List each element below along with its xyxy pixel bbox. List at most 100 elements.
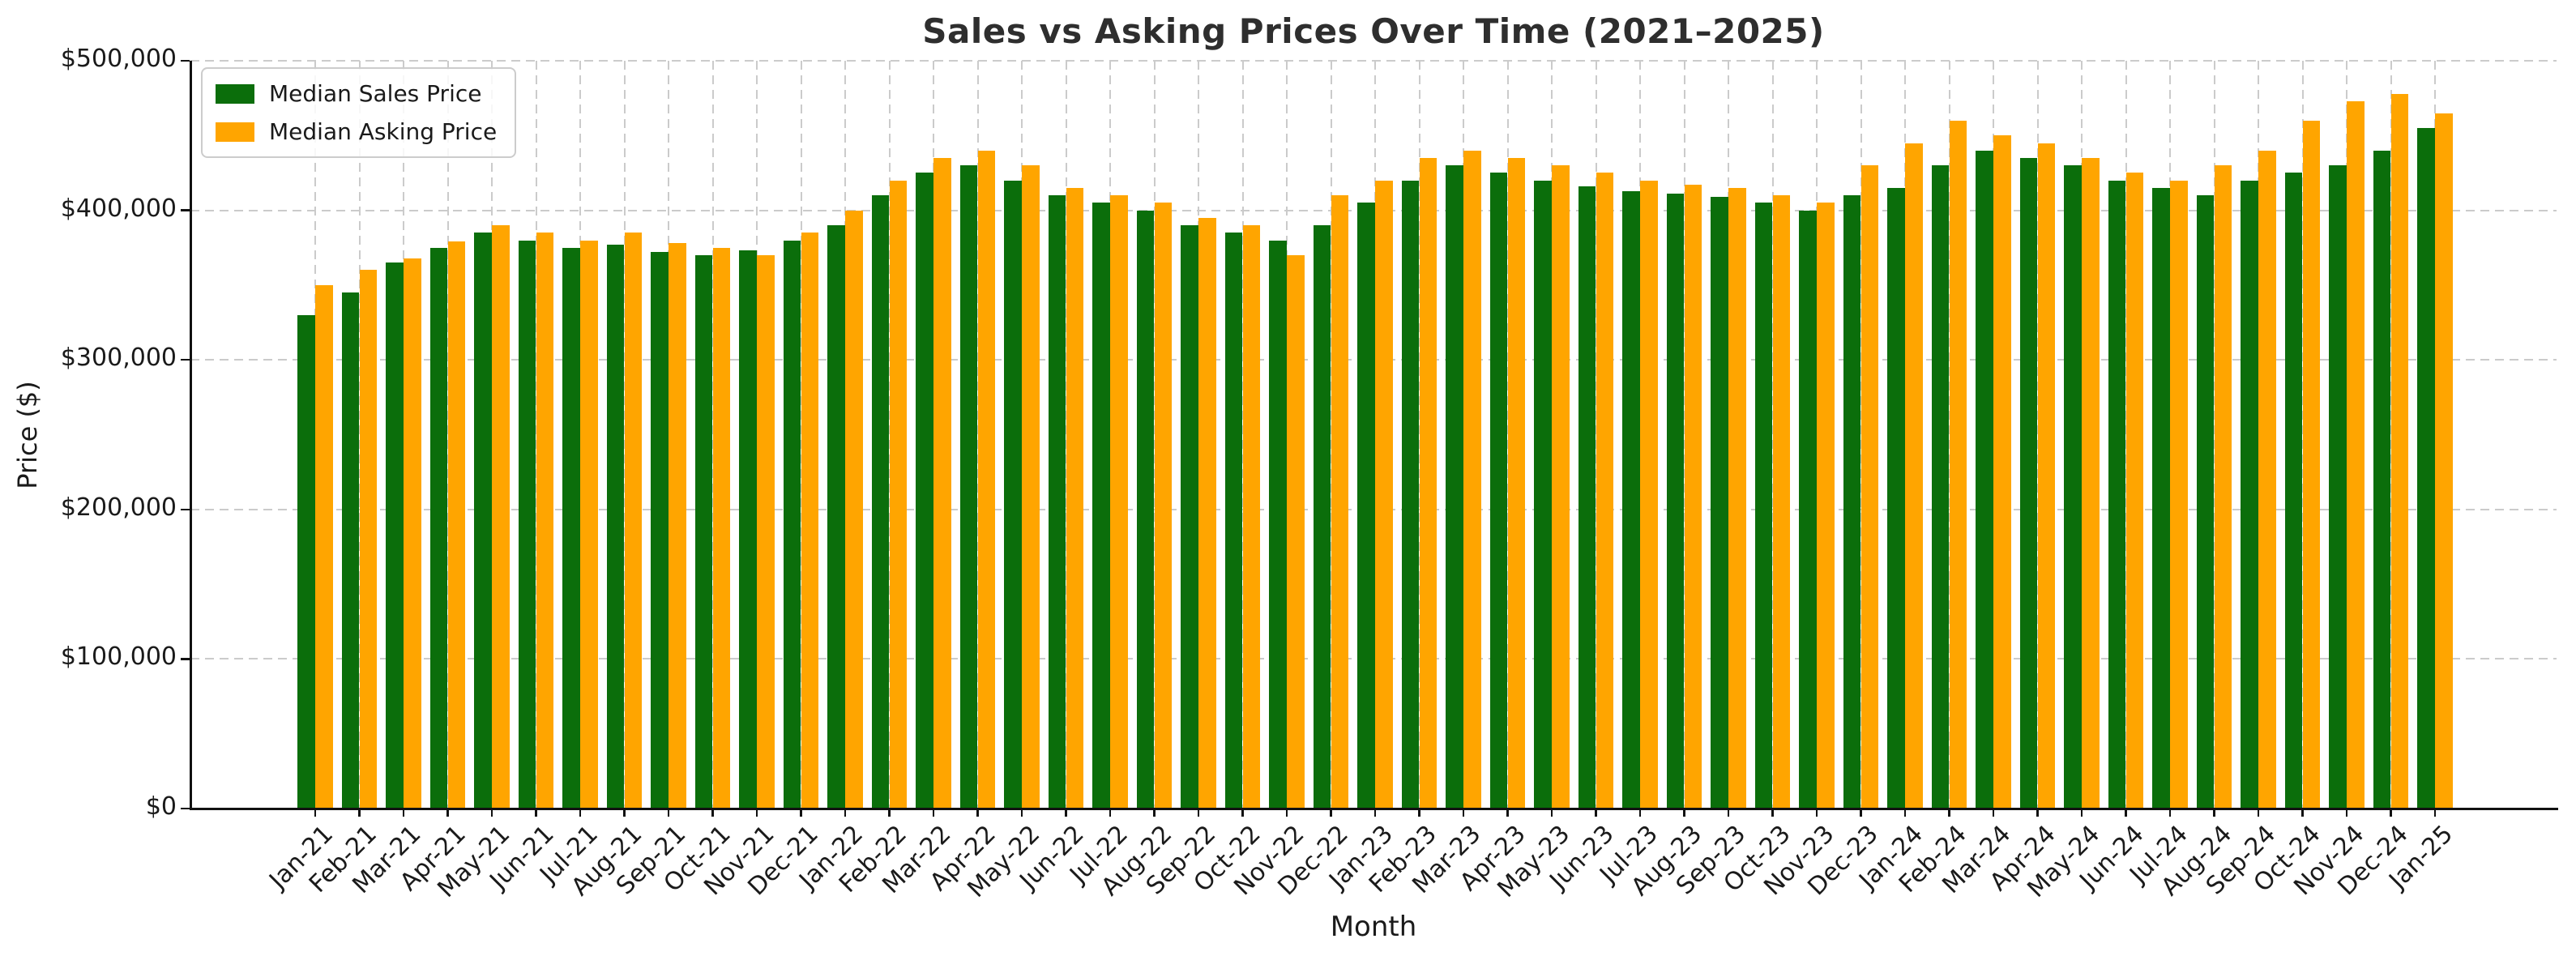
x-tick-mark [1373, 809, 1377, 817]
x-tick-mark [1683, 809, 1685, 817]
bar-asking-Sep-21 [669, 243, 686, 809]
bar-sales-Jul-21 [562, 247, 580, 809]
bar-sales-Nov-23 [1799, 210, 1817, 809]
bar-asking-Nov-22 [1287, 254, 1305, 809]
bar-sales-Jan-22 [827, 225, 845, 809]
x-tick-mark [1153, 809, 1156, 817]
bar-asking-Aug-24 [2214, 165, 2232, 809]
bar-sales-Jan-24 [1887, 187, 1905, 809]
bar-asking-Dec-22 [1331, 195, 1349, 809]
bar-sales-Mar-21 [386, 262, 404, 809]
x-tick-mark [1020, 809, 1023, 817]
legend-label-sales: Median Sales Price [269, 80, 482, 107]
legend-swatch-sales-icon [216, 83, 254, 104]
bar-sales-Aug-21 [606, 245, 625, 809]
bar-asking-Oct-23 [1772, 195, 1791, 809]
bar-asking-Jan-22 [845, 210, 863, 809]
bar-asking-Jan-25 [2435, 113, 2453, 809]
bar-asking-Oct-21 [712, 247, 731, 809]
bar-asking-May-24 [2082, 157, 2100, 809]
bar-asking-Feb-24 [1949, 120, 1967, 809]
bar-asking-Oct-22 [1242, 225, 1261, 809]
legend-item-sales: Median Sales Price [216, 80, 497, 107]
legend-label-asking: Median Asking Price [269, 118, 498, 145]
bar-asking-Feb-23 [1419, 157, 1438, 809]
x-tick-mark [1330, 809, 1332, 817]
x-tick-mark [1197, 809, 1200, 817]
x-tick-mark [2125, 809, 2127, 817]
bar-asking-Nov-24 [2347, 100, 2365, 809]
x-tick-mark [711, 809, 714, 817]
x-tick-mark [1771, 809, 1774, 817]
bar-asking-May-22 [1022, 165, 1040, 809]
bar-asking-Sep-22 [1198, 217, 1216, 809]
y-axis-spine [189, 61, 192, 810]
x-tick-mark [932, 809, 935, 817]
bar-asking-Apr-24 [2037, 143, 2056, 809]
x-tick-mark [1065, 809, 1067, 817]
bar-sales-Jul-24 [2152, 187, 2170, 809]
x-tick-mark [2345, 809, 2348, 817]
x-tick-mark [1418, 809, 1420, 817]
x-tick-mark [976, 809, 979, 817]
x-tick-mark [1638, 809, 1642, 817]
x-tick-mark [446, 809, 449, 817]
bar-sales-Dec-22 [1313, 225, 1331, 809]
bar-sales-Jan-21 [297, 314, 315, 809]
bar-asking-Mar-23 [1463, 150, 1481, 809]
bar-sales-Feb-24 [1931, 165, 1950, 809]
x-tick-mark [535, 809, 537, 817]
bar-sales-Feb-22 [871, 195, 890, 809]
x-tick-mark [2257, 809, 2260, 817]
bar-sales-Apr-21 [429, 247, 448, 809]
h-gridline [190, 60, 2557, 62]
bar-asking-Jan-23 [1375, 180, 1393, 809]
bar-asking-Jul-24 [2170, 180, 2188, 809]
bar-sales-Oct-22 [1224, 233, 1243, 809]
x-tick-mark [1109, 809, 1112, 817]
chart-title: Sales vs Asking Prices Over Time (2021–2… [922, 11, 1825, 51]
x-tick-mark [888, 809, 891, 817]
bar-sales-Jun-21 [518, 240, 536, 809]
x-tick-mark [623, 809, 626, 817]
bar-asking-Jun-22 [1066, 187, 1084, 809]
x-tick-mark [402, 809, 405, 817]
y-tick-label: $0 [145, 792, 177, 821]
bar-asking-May-23 [1552, 165, 1570, 809]
bar-asking-Oct-24 [2302, 120, 2321, 809]
x-tick-mark [800, 809, 802, 817]
bar-sales-May-24 [2064, 165, 2082, 809]
x-tick-mark [1903, 809, 1907, 817]
bar-asking-Apr-22 [977, 150, 996, 809]
y-tick-label: $500,000 [60, 45, 177, 73]
bar-asking-Sep-24 [2258, 150, 2276, 809]
bar-sales-Aug-22 [1136, 210, 1155, 809]
bar-sales-Oct-21 [694, 254, 713, 809]
x-tick-mark [1462, 809, 1465, 817]
y-tick-label: $100,000 [60, 642, 177, 672]
x-tick-mark [1948, 809, 1950, 817]
bar-asking-Mar-22 [933, 157, 951, 809]
x-tick-mark [2301, 809, 2304, 817]
bar-asking-Jun-21 [536, 233, 554, 809]
bar-sales-Jun-22 [1048, 195, 1066, 809]
y-tick-mark [181, 59, 190, 62]
x-tick-mark [2036, 809, 2039, 817]
bar-sales-Jun-23 [1578, 186, 1596, 809]
bar-sales-Aug-24 [2196, 195, 2215, 809]
bar-asking-Mar-24 [1993, 135, 2011, 809]
bar-asking-Aug-23 [1684, 185, 1702, 809]
bar-sales-Apr-22 [959, 165, 978, 809]
bar-sales-Sep-23 [1711, 196, 1728, 809]
bar-sales-Sep-21 [651, 252, 669, 809]
bar-asking-Nov-21 [757, 254, 775, 809]
y-tick-label: $200,000 [60, 493, 177, 522]
x-tick-mark [1285, 809, 1288, 817]
bar-asking-Sep-23 [1728, 187, 1746, 809]
x-tick-mark [1727, 809, 1730, 817]
bar-asking-Aug-22 [1154, 203, 1173, 809]
x-tick-mark [1815, 809, 1818, 817]
x-tick-mark [490, 809, 493, 817]
bar-asking-Apr-21 [447, 241, 466, 809]
bar-sales-Nov-21 [739, 250, 757, 809]
